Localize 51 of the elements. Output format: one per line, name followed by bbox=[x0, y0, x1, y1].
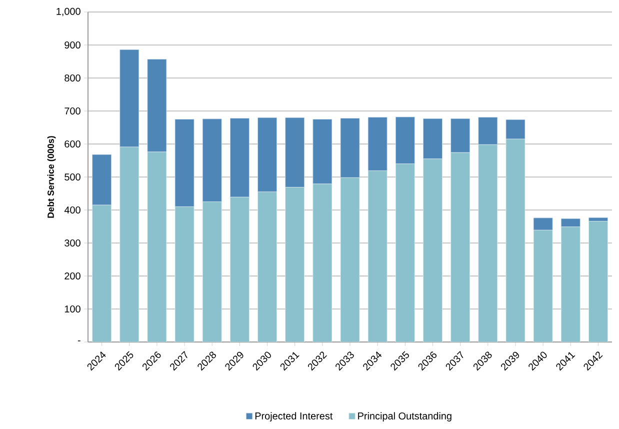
bar bbox=[120, 146, 140, 342]
bar bbox=[450, 152, 470, 342]
bar bbox=[478, 144, 498, 342]
bar bbox=[230, 118, 250, 198]
bar bbox=[340, 177, 360, 342]
bar bbox=[258, 192, 277, 342]
bar bbox=[533, 230, 553, 342]
bar bbox=[174, 119, 194, 207]
y-tick-label: 700 bbox=[64, 107, 80, 115]
bar bbox=[202, 118, 222, 202]
bar bbox=[285, 117, 305, 188]
y-tick-label: 100 bbox=[64, 305, 80, 313]
bar bbox=[368, 117, 388, 171]
bar bbox=[560, 226, 580, 342]
bar bbox=[92, 154, 112, 206]
bar bbox=[174, 206, 194, 342]
bar bbox=[120, 49, 140, 148]
bar bbox=[258, 117, 277, 192]
bar bbox=[395, 116, 415, 164]
bar bbox=[285, 187, 305, 342]
bar bbox=[92, 204, 112, 342]
bar bbox=[230, 196, 250, 342]
bar bbox=[312, 119, 332, 184]
bar bbox=[202, 202, 222, 342]
y-tick-label: 800 bbox=[64, 74, 80, 82]
bar bbox=[478, 117, 498, 145]
bar bbox=[340, 118, 360, 178]
bar bbox=[395, 164, 415, 342]
y-tick-label: 200 bbox=[64, 272, 80, 280]
bar bbox=[147, 152, 167, 342]
y-axis-title: Debt Service (000s) bbox=[47, 136, 56, 218]
bar bbox=[147, 58, 167, 152]
legend-label: Projected Interest bbox=[255, 412, 333, 422]
y-tick-label: 1,000 bbox=[56, 8, 80, 16]
bar bbox=[423, 118, 442, 160]
bar bbox=[368, 170, 388, 342]
y-tick-label: 500 bbox=[64, 173, 80, 181]
bar bbox=[533, 218, 553, 230]
bar bbox=[423, 158, 442, 342]
bar bbox=[560, 218, 580, 228]
y-tick-label: 300 bbox=[64, 239, 80, 247]
bar bbox=[450, 118, 470, 153]
legend-label: Principal Outstanding bbox=[358, 412, 452, 422]
bar bbox=[506, 138, 526, 342]
y-tick-label: 600 bbox=[64, 140, 80, 148]
bar bbox=[506, 119, 526, 140]
bar bbox=[588, 221, 608, 342]
y-tick-label: - bbox=[78, 340, 80, 342]
y-tick-label: 900 bbox=[64, 41, 80, 49]
bar bbox=[312, 184, 332, 342]
y-tick-label: 400 bbox=[64, 206, 80, 214]
